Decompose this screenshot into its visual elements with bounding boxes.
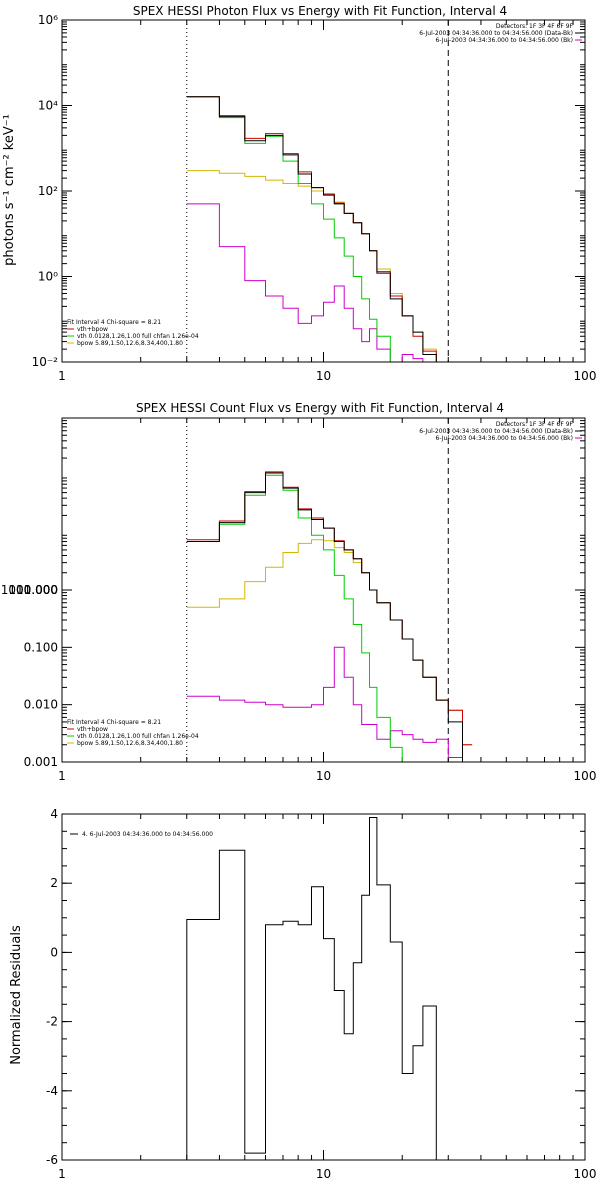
photon-flux-panel: SPEX HESSI Photon Flux vs Energy with Fi…	[2, 4, 596, 383]
y-tick-label: 100.000	[8, 583, 58, 597]
fit-info-text: bpow 5.89,1.50,12.6,8.34,400,1.80	[77, 340, 183, 347]
x-tick-label: 100	[574, 769, 597, 783]
series-bpow-line	[186, 539, 473, 746]
x-tick-label: 100	[574, 1167, 597, 1181]
detector-info-text: Detectors: 1F 3F 4F 6F 9F	[496, 421, 574, 428]
y-tick-label: 0.010	[24, 698, 58, 712]
fit-info-text: vth+bpow	[77, 726, 108, 733]
y-tick-label: 10²	[38, 184, 58, 198]
y-tick-label: 0	[50, 945, 58, 959]
plot-frame	[61, 19, 586, 363]
plot-frame	[61, 417, 586, 763]
annotation-layer: Detectors: 1F 3F 4F 6F 9F6-Jul-2003 04:3…	[67, 23, 582, 347]
y-tick-label: 1000.000	[1, 583, 58, 597]
y-axis-label: Normalized Residuals	[9, 925, 24, 1065]
fit-info-text: vth 0.0128,1.26,1.00 full chfan 1.26e-04	[77, 333, 199, 340]
detector-info-text: Detectors: 1F 3F 4F 6F 9F	[496, 23, 574, 30]
y-tick-label: 0.001	[24, 755, 58, 769]
y-tick-label: 0.100	[24, 640, 58, 654]
y-tick-label: 10⁶	[38, 13, 58, 27]
y-tick-label: -6	[46, 1153, 58, 1167]
chart-title: SPEX HESSI Count Flux vs Energy with Fit…	[136, 401, 504, 415]
detector-info-text: 6-Jul-2003 04:34:36.000 to 04:34:56.000 …	[435, 37, 573, 44]
tick-layer: 1 10 100 0.001 0.010 0.100 1.00010.000100.0001…	[1, 418, 597, 783]
series-vth-line	[186, 474, 473, 763]
y-tick-label: 2	[50, 876, 58, 890]
series-background-line	[186, 646, 463, 758]
y-tick-label: 10⁴	[38, 99, 58, 113]
fit-info-text: bpow 5.89,1.50,12.6,8.34,400,1.80	[77, 740, 183, 747]
series-model-line	[186, 471, 473, 746]
x-tick-label: 10	[316, 1167, 331, 1181]
annotation-layer: 4. 6-Jul-2003 04:34:36.000 to 04:34:56.0…	[70, 831, 213, 838]
x-tick-label: 10	[316, 369, 331, 383]
series-bpow-line	[186, 170, 463, 363]
series-background-line	[186, 203, 463, 363]
y-tick-label: -4	[46, 1084, 58, 1098]
detector-info-text: 6-Jul-2003 04:34:36.000 to 04:34:56.000 …	[419, 30, 573, 37]
tick-layer: 1 10 100 -6 -4 -2 0 2 4	[46, 807, 596, 1181]
legend-label: 4. 6-Jul-2003 04:34:36.000 to 04:34:56.0…	[82, 831, 213, 838]
annotation-layer: Detectors: 1F 3F 4F 6F 9F6-Jul-2003 04:3…	[67, 421, 582, 747]
fit-info-text: Fit Interval 4 Chi-square = 8.21	[67, 319, 161, 326]
series-layer	[186, 817, 437, 1160]
y-axis-label: photons s⁻¹ cm⁻² keV⁻¹	[2, 114, 17, 266]
fit-info-text: vth+bpow	[77, 326, 108, 333]
detector-info-text: 6-Jul-2003 04:34:36.000 to 04:34:56.000 …	[435, 435, 573, 442]
y-tick-label: 10.000	[16, 583, 58, 597]
x-tick-label: 100	[574, 369, 597, 383]
x-tick-label: 1	[58, 369, 66, 383]
x-tick-label: 1	[58, 769, 66, 783]
detector-info-text: 6-Jul-2003 04:34:36.000 to 04:34:56.000 …	[419, 428, 573, 435]
x-tick-label: 10	[316, 769, 331, 783]
series-total-line	[186, 817, 437, 1160]
fit-info-text: Fit Interval 4 Chi-square = 8.21	[67, 719, 161, 726]
y-tick-label: 4	[50, 807, 58, 821]
x-tick-label: 1	[58, 1167, 66, 1181]
y-tick-label: 10⁰	[38, 270, 58, 284]
chart-title: SPEX HESSI Photon Flux vs Energy with Fi…	[133, 4, 507, 18]
series-vth-line	[186, 96, 463, 363]
series-layer	[186, 418, 473, 763]
y-tick-label: 10⁻²	[32, 355, 59, 369]
series-layer	[186, 20, 463, 363]
plot-frame	[61, 813, 586, 1161]
fit-info-text: vth 0.0128,1.26,1.00 full chfan 1.26e-04	[77, 733, 199, 740]
y-tick-label: 1.000	[24, 583, 58, 597]
y-tick-label: -2	[46, 1015, 58, 1029]
tick-layer: 1 10 100 10⁻² 10⁰ 10² 10⁴ 10⁶	[32, 13, 597, 383]
series-total-line	[186, 472, 473, 763]
residuals-panel: Normalized Residuals 1 10 100 -6 -4 -2 0 2 4 4. …	[9, 807, 596, 1181]
series-total-line	[186, 96, 463, 363]
count-flux-panel: SPEX HESSI Count Flux vs Energy with Fit…	[1, 401, 597, 783]
series-model-line	[186, 96, 463, 363]
